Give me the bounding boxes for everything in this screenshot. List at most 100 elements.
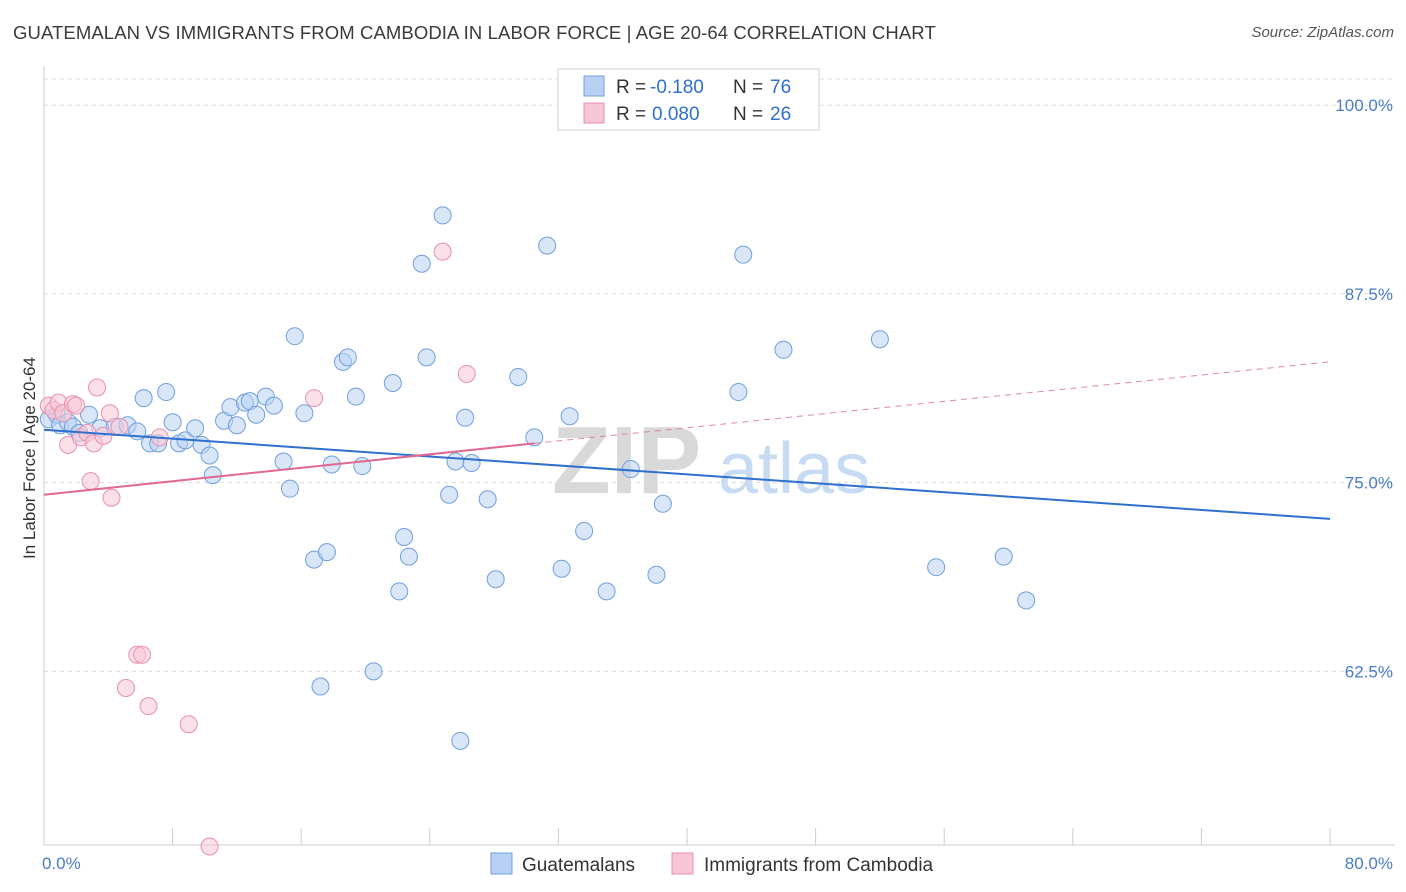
cambodia-point (139, 697, 158, 716)
guatemalan-point (295, 404, 314, 423)
guatemalan-point (440, 485, 459, 504)
bottom-legend-label-cambodia: Immigrants from Cambodia (704, 855, 934, 876)
cambodia-point (110, 417, 129, 436)
guatemalan-point (729, 383, 748, 402)
guatemalan-point (509, 367, 528, 386)
guatemalan-point (227, 416, 246, 435)
series-guatemalans-points (39, 206, 1036, 750)
legend-swatch-cambodia (583, 102, 605, 124)
legend-n-value-1: 76 (770, 77, 791, 98)
guatemalan-point (317, 543, 336, 562)
cambodia-point (67, 396, 86, 415)
y-tick-label: 87.5% (1345, 285, 1393, 304)
guatemalan-point (412, 254, 431, 273)
cambodia-point (116, 678, 135, 697)
trend-line-cambodia-extension (534, 361, 1331, 444)
chart-title: GUATEMALAN VS IMMIGRANTS FROM CAMBODIA I… (13, 22, 936, 43)
guatemalan-point (525, 428, 544, 447)
guatemalan-point (734, 245, 753, 264)
legend-n-label-2: N = (733, 104, 763, 125)
guatemalan-point (1017, 591, 1036, 610)
guatemalan-point (338, 348, 357, 367)
legend-r-value-2: 0.080 (652, 104, 700, 125)
cambodia-point (457, 364, 476, 383)
y-axis-title: In Labor Force | Age 20-64 (20, 357, 39, 559)
guatemalan-point (870, 330, 889, 349)
guatemalan-point (560, 407, 579, 426)
y-tick-label: 100.0% (1335, 96, 1393, 115)
trend-line-cambodia (43, 442, 535, 496)
legend-n-label-1: N = (733, 77, 763, 98)
legend-r-label-2: R = (616, 104, 646, 125)
guatemalan-point (134, 389, 153, 408)
guatemalan-point (311, 677, 330, 696)
guatemalan-point (486, 570, 505, 589)
y-tick-label: 75.0% (1345, 474, 1393, 493)
guatemalan-point (446, 452, 465, 471)
y-tick-label: 62.5% (1345, 662, 1393, 681)
guatemalan-point (285, 327, 304, 346)
guatemalan-point (346, 387, 365, 406)
cambodia-point (179, 715, 198, 734)
trend-lines (43, 361, 1331, 520)
legend: R = -0.180 N = 76 R = 0.080 N = 26 (557, 68, 820, 131)
cambodia-point (81, 472, 100, 491)
guatemalan-point (186, 419, 205, 438)
guatemalan-point (163, 413, 182, 432)
x-tick-label-max: 80.0% (1345, 854, 1393, 873)
guatemalan-point (597, 582, 616, 601)
cambodia-point (305, 389, 324, 408)
cambodia-point (102, 488, 121, 507)
guatemalan-point (80, 405, 99, 424)
bottom-legend-swatch-guatemalans (490, 852, 513, 875)
guatemalan-point (390, 582, 409, 601)
bottom-legend: Guatemalans Immigrants from Cambodia (490, 852, 934, 876)
source-label: Source: ZipAtlas.com (1251, 24, 1394, 41)
legend-swatch-guatemalans (583, 75, 605, 97)
guatemalan-point (647, 565, 666, 584)
bottom-legend-label-guatemalans: Guatemalans (522, 855, 635, 876)
guatemalan-point (478, 490, 497, 509)
guatemalan-point (200, 446, 219, 465)
guatemalan-point (203, 466, 222, 485)
guatemalan-point (157, 383, 176, 402)
cambodia-point (94, 426, 113, 445)
cambodia-point (433, 242, 452, 261)
guatemalan-point (417, 348, 436, 367)
bottom-legend-swatch-cambodia (671, 852, 694, 875)
axes (43, 66, 1395, 846)
x-tick-label-min: 0.0% (42, 854, 81, 873)
guatemalan-point (399, 547, 418, 566)
guatemalan-point (395, 528, 414, 546)
guatemalan-point (264, 396, 283, 415)
guatemalan-point (433, 206, 452, 225)
guatemalan-point (364, 662, 383, 681)
cambodia-point (88, 378, 107, 397)
guatemalan-point (927, 558, 946, 577)
legend-r-label-1: R = (616, 77, 646, 98)
cambodia-point (100, 404, 119, 423)
guatemalan-point (994, 547, 1013, 566)
guatemalan-point (575, 521, 594, 540)
guatemalan-point (538, 236, 557, 255)
watermark-atlas: atlas (718, 429, 870, 509)
guatemalan-point (456, 408, 475, 427)
legend-r-value-1: -0.180 (650, 77, 704, 98)
tick-labels: 62.5% 75.0% 87.5% 100.0% 0.0% 80.0% (42, 96, 1393, 873)
watermark-zip: ZIP (552, 407, 701, 514)
guatemalan-point (383, 374, 402, 392)
guatemalan-point (274, 452, 293, 471)
guatemalan-point (451, 731, 470, 750)
guatemalan-point (280, 479, 299, 498)
guatemalan-point (247, 405, 266, 424)
guatemalan-point (462, 454, 481, 473)
legend-n-value-2: 26 (770, 104, 791, 125)
cambodia-point (200, 837, 219, 856)
guatemalan-point (552, 559, 571, 578)
trend-line-guatemalans (43, 428, 1331, 520)
guatemalan-point (653, 494, 672, 513)
cambodia-point (133, 645, 152, 664)
gridlines (44, 78, 1395, 672)
guatemalan-point (774, 340, 793, 359)
